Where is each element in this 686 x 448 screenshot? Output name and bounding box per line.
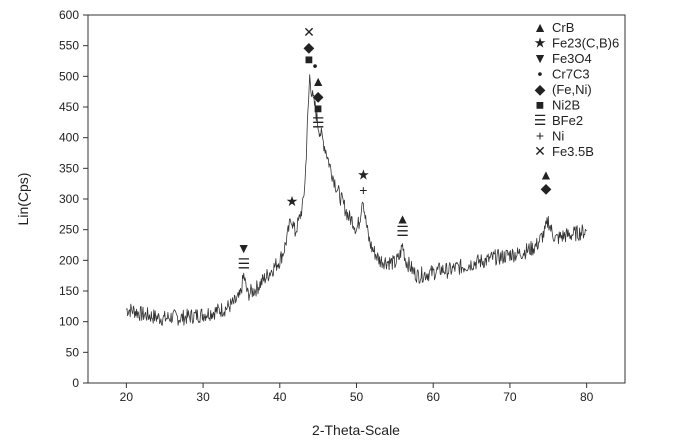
legend-symbol: ☰	[534, 112, 547, 128]
peak-marker: ◆	[313, 88, 324, 104]
peak-marker: ✕	[303, 24, 315, 40]
x-tick-label: 60	[427, 390, 441, 404]
y-tick-label: 350	[59, 161, 79, 175]
y-tick-label: 200	[59, 253, 79, 267]
annotation-layer: ▼☰★✕◆■ •▲◆■☰★+▲☰▲◆	[237, 24, 553, 271]
x-axis: 20 30 40 50 60 70 80	[120, 383, 594, 404]
legend-label: Ni2B	[552, 98, 580, 113]
peak-marker: ◆	[541, 180, 552, 196]
peak-marker: •	[313, 57, 318, 73]
y-tick-label: 400	[59, 131, 79, 145]
peak-marker: ◆	[304, 39, 315, 55]
y-tick-label: 50	[66, 345, 80, 359]
peak-marker: ★	[286, 193, 299, 209]
peak-marker: ▼	[237, 240, 251, 256]
legend-label: Ni	[552, 129, 564, 144]
x-tick-label: 30	[196, 390, 210, 404]
peak-marker: ■	[314, 100, 322, 116]
legend-symbol: ✕	[534, 143, 546, 159]
legend-symbol: •	[538, 66, 543, 82]
peak-marker: ■	[305, 51, 313, 67]
legend-symbol: ▲	[533, 19, 547, 35]
legend-symbol: ◆	[535, 81, 546, 97]
peak-marker: ☰	[396, 223, 409, 239]
peak-marker: ▲	[311, 73, 325, 89]
legend-symbol: +	[536, 128, 544, 144]
legend-symbol: ■	[536, 97, 544, 113]
legend-label: CrB	[552, 20, 574, 35]
y-tick-label: 0	[72, 376, 79, 390]
y-tick-label: 100	[59, 315, 79, 329]
y-axis-title: Lin(Cps)	[15, 173, 31, 226]
x-tick-label: 40	[273, 390, 287, 404]
x-tick-label: 50	[350, 390, 364, 404]
peak-marker: +	[359, 182, 367, 198]
y-tick-label: 600	[59, 8, 79, 22]
legend-label: (Fe,Ni)	[552, 82, 592, 97]
peak-marker: ▲	[396, 211, 410, 227]
legend-label: Fe3O4	[552, 51, 592, 66]
plot-frame	[87, 14, 626, 384]
peak-marker: ★	[357, 166, 370, 182]
y-tick-label: 450	[59, 100, 79, 114]
y-tick-label: 550	[59, 39, 79, 53]
legend-label: Fe23(C,B)6	[552, 36, 619, 51]
legend-symbol: ▼	[533, 50, 547, 66]
x-tick-label: 70	[503, 390, 517, 404]
series-line	[126, 74, 587, 326]
peak-marker: ▲	[539, 166, 553, 182]
y-tick-label: 250	[59, 223, 79, 237]
x-tick-label: 20	[120, 390, 134, 404]
y-tick-label: 300	[59, 192, 79, 206]
legend-label: Cr7C3	[552, 67, 590, 82]
peak-marker: ☰	[237, 255, 250, 271]
x-axis-title: 2-Theta-Scale	[312, 422, 400, 438]
legend-label: Fe3.5B	[552, 144, 594, 159]
y-tick-label: 500	[59, 69, 79, 83]
peak-marker: ☰	[312, 114, 325, 130]
y-axis: 0 50 100 150 200 250 300 350 400 450 500 550 600	[59, 8, 88, 390]
x-tick-label: 80	[580, 390, 594, 404]
legend-symbol: ★	[534, 35, 547, 51]
y-tick-label: 150	[59, 284, 79, 298]
legend-label: BFe2	[552, 113, 583, 128]
series-layer	[126, 74, 587, 326]
legend: ▲ CrB ★ Fe23(C,B)6 ▼ Fe3O4 • Cr7C3 ◆ (Fe,Ni) ■ Ni2B…	[533, 19, 619, 159]
